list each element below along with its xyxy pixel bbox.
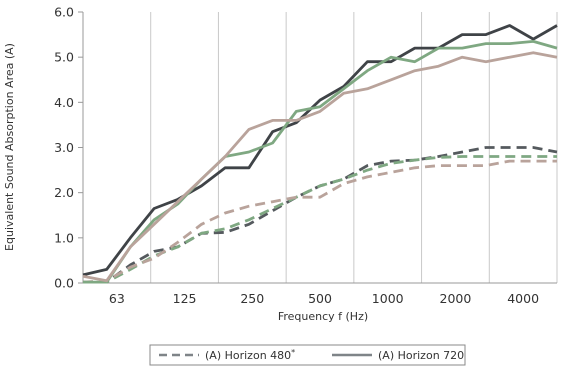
legend-box	[149, 344, 466, 366]
legend: (A) Horizon 480* (A) Horizon 720	[149, 344, 466, 366]
series-line-dashed-2	[82, 159, 557, 284]
x-tick-label: 125	[173, 291, 197, 306]
legend-marker-asterisk: *	[291, 348, 295, 357]
x-tick-label: 500	[308, 291, 332, 306]
grid-lines	[150, 12, 558, 283]
legend-label-horizon-720: (A) Horizon 720	[378, 349, 464, 362]
x-tick-labels: 63 125 250 500 1000 2000 4000	[109, 291, 539, 306]
legend-label-horizon-480: (A) Horizon 480*	[205, 348, 295, 362]
x-tick-label: 2000	[440, 291, 472, 306]
series-line-solid-4	[83, 40, 558, 284]
x-axis-label: Frequency f (Hz)	[278, 310, 368, 323]
series-line-solid-5	[82, 51, 558, 283]
y-tick-labels: 0.0 1.0 2.0 3.0 4.0 5.0 6.0	[54, 5, 83, 291]
y-tick-label: 5.0	[54, 50, 74, 65]
y-tick-label: 1.0	[54, 230, 74, 245]
x-tick-label: 1000	[372, 291, 404, 306]
y-tick-label: 0.0	[54, 276, 74, 291]
series-line-dashed-0	[83, 146, 558, 284]
y-tick-label: 2.0	[54, 185, 74, 200]
x-tick-label: 4000	[507, 291, 539, 306]
x-tick-label: 63	[109, 291, 125, 306]
series-lines	[82, 24, 558, 284]
y-tick-label: 4.0	[54, 95, 74, 110]
y-tick-label: 3.0	[54, 140, 74, 155]
y-axis-label: Equivalent Sound Absorption Area (A)	[3, 43, 16, 251]
series-line-solid-3	[82, 24, 558, 277]
x-tick-label: 250	[240, 291, 264, 306]
y-tick-label: 6.0	[54, 5, 74, 20]
